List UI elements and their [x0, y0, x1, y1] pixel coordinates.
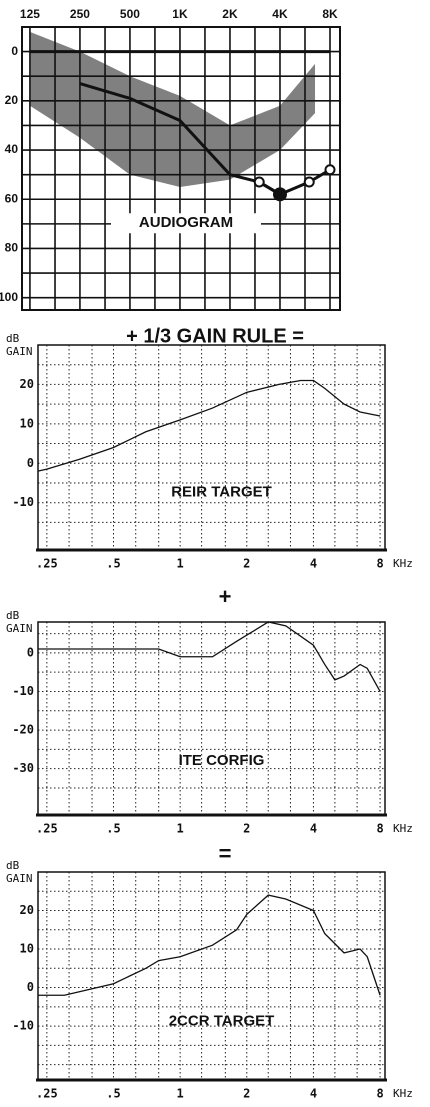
x-tick-label: .25	[36, 557, 58, 571]
data-line	[37, 379, 381, 472]
y-tick-label: 60	[5, 191, 19, 205]
x-tick-label: .25	[36, 822, 58, 836]
x-tick-label: 1K	[172, 7, 188, 21]
y-tick-label: 80	[5, 241, 19, 255]
y-tick-label: 0	[27, 456, 34, 470]
annotation: REIR TARGET	[171, 484, 272, 501]
annotation: ITE CORFIG	[179, 752, 265, 769]
x-tick-label: 125	[20, 7, 40, 21]
y-tick-label: 20	[20, 377, 34, 391]
y-tick-label: 20	[20, 903, 34, 917]
y-tick-label: -30	[12, 761, 34, 775]
x-tick-label: 500	[120, 7, 140, 21]
y-tick-label: 10	[20, 942, 34, 956]
x-tick-label: 1	[177, 1087, 184, 1101]
data-line	[258, 168, 331, 197]
plot-frame	[21, 26, 341, 311]
y-axis-label: dB	[6, 609, 20, 622]
x-tick-label: 1	[177, 822, 184, 836]
x-tick-label: 8K	[322, 7, 338, 21]
y-tick-label: 0	[11, 44, 18, 58]
data-point	[324, 164, 336, 176]
data-point	[253, 176, 265, 188]
x-tick-label: .5	[106, 557, 120, 571]
x-tick-label: 2	[243, 1087, 250, 1101]
y-tick-label: -10	[12, 1019, 34, 1033]
data-point	[272, 187, 287, 202]
x-tick-label: 2	[243, 557, 250, 571]
y-tick-label: 0	[27, 645, 34, 659]
x-tick-label: 4K	[272, 7, 288, 21]
x-tick-label: 2K	[222, 7, 238, 21]
y-tick-label: 20	[5, 93, 19, 107]
data-line	[38, 894, 381, 996]
annotation-bg	[111, 213, 261, 234]
x-tick-label: .5	[106, 1087, 120, 1101]
plot-frame	[37, 344, 386, 551]
x-tick-label: 250	[70, 7, 90, 21]
y-axis-label: dB	[6, 859, 20, 872]
y-tick-label: 100	[0, 290, 18, 304]
y-tick-label: -10	[12, 495, 34, 509]
y-axis-label: GAIN	[6, 622, 33, 635]
x-tick-label: 4	[310, 822, 317, 836]
annotation: 2CCR TARGET	[169, 1013, 275, 1030]
x-tick-label: 8	[376, 822, 383, 836]
annotation: AUDIOGRAM	[139, 214, 233, 231]
x-tick-label: .5	[106, 822, 120, 836]
x-axis-label: KHz	[393, 822, 413, 835]
y-axis-label: GAIN	[6, 345, 33, 358]
y-tick-label: 10	[20, 416, 34, 430]
x-tick-label: 2	[243, 822, 250, 836]
x-tick-label: .25	[36, 1087, 58, 1101]
y-axis-label: GAIN	[6, 872, 33, 885]
y-tick-label: 0	[27, 980, 34, 994]
data-point	[303, 176, 315, 188]
x-tick-label: 8	[376, 557, 383, 571]
plot-frame	[37, 621, 386, 816]
x-tick-label: 4	[310, 1087, 317, 1101]
y-tick-label: 40	[5, 142, 19, 156]
operator: +	[219, 584, 232, 609]
data-line	[38, 621, 381, 692]
x-axis-label: KHz	[393, 557, 413, 570]
operator: =	[219, 841, 232, 866]
y-tick-label: -10	[12, 684, 34, 698]
operator: + 1/3 GAIN RULE =	[126, 325, 304, 347]
y-tick-label: -20	[12, 723, 34, 737]
y-axis-label: dB	[6, 332, 20, 345]
x-tick-label: 8	[376, 1087, 383, 1101]
x-axis-label: KHz	[393, 1087, 413, 1100]
plot-frame	[37, 871, 386, 1081]
x-tick-label: 1	[177, 557, 184, 571]
band	[29, 31, 316, 187]
x-tick-label: 4	[310, 557, 317, 571]
